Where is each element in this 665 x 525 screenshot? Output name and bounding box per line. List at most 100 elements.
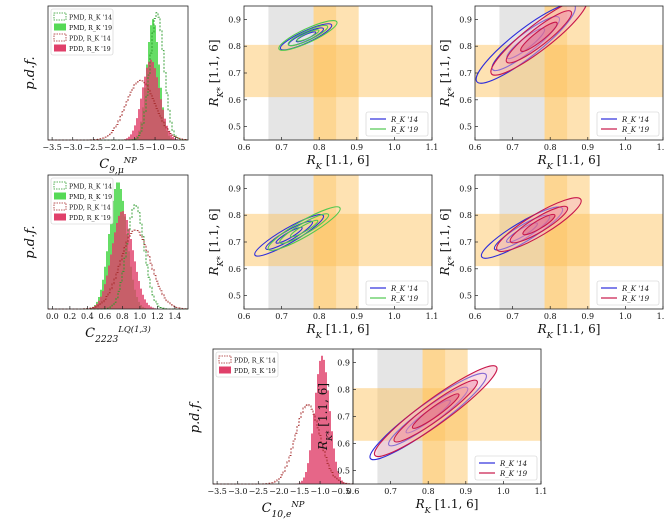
contour-ellipse-19: [296, 29, 320, 42]
axes-frame: [47, 174, 189, 310]
x-axis-label-text: RK [1.1, 6]: [306, 322, 370, 340]
x-axis-label-part: 10,e: [272, 510, 292, 520]
x-tick-label: 1.1: [426, 143, 439, 152]
rks-orange-band: [353, 388, 541, 441]
legend-swatch: [54, 213, 66, 221]
x-tick-label: 0.7: [275, 312, 288, 321]
y-tick-label: 0.6: [228, 265, 241, 274]
legend-label: PMD, R_K '14: [69, 184, 112, 191]
legend-label: R_K '14: [499, 460, 527, 468]
legend-label: R_K '14: [390, 285, 418, 293]
rks-orange-band: [475, 213, 663, 267]
y-axis-label-part: R: [207, 97, 221, 107]
y-tick-label: 0.5: [337, 467, 350, 476]
y-axis-label-part: [1.1, 6]: [316, 383, 330, 431]
histogram-panel: −3.5 −3.0 −2.5 −2.0 −1.5 −1.0 −0.5 p.d.f. C9,μNP…: [23, 5, 189, 176]
legend-box: [474, 455, 538, 481]
x-tick-label: −3.0: [63, 143, 82, 152]
x-tick-label: 1.1: [426, 312, 439, 321]
y-tick-label: 0.5: [459, 292, 472, 301]
x-tick-label: −2.5: [249, 487, 268, 496]
contour-ellipse-19: [373, 365, 498, 458]
y-tick-label: 0.9: [337, 359, 350, 368]
y-axis-label-part: K*: [446, 86, 456, 98]
x-tick-label: 1.1: [535, 487, 548, 496]
plot-area: [475, 175, 663, 309]
histogram-panel: 0.0 0.2 0.4 0.6 0.8 1.0 1.2 1.4 p.d.f. C2223LQ(1,…: [23, 174, 189, 345]
x-tick-label: 0.9: [581, 143, 594, 152]
x-axis-label-part: [1.1, 6]: [322, 322, 370, 336]
legend-swatch: [54, 23, 66, 31]
rk-orange-inner-band: [313, 6, 337, 140]
y-tick-label: 0.6: [337, 440, 350, 449]
x-tick-label: 0.2: [64, 312, 77, 321]
x-tick-label: 0.8: [313, 143, 326, 152]
y-axis-label: RK* [1.1, 6]: [316, 383, 334, 451]
y-tick-label: 0.7: [459, 69, 472, 78]
contour-ellipse-19: [509, 205, 569, 244]
y-axis-label: RK* [1.1, 6]: [438, 208, 456, 276]
y-axis-label-part: K*: [215, 255, 225, 267]
x-tick-label: 0.7: [275, 143, 288, 152]
x-axis-label-part: K: [424, 505, 432, 515]
x-axis-label-part: NP: [123, 155, 137, 165]
legend-label: PMD, R_K '14: [69, 15, 112, 22]
x-tick-label: 0.6: [238, 143, 251, 152]
plot-area: [475, 6, 663, 140]
x-axis-label-part: NP: [290, 499, 304, 509]
legend-label: PDD, R_K '19: [69, 46, 111, 53]
legend-label: PDD, R_K '19: [234, 368, 276, 375]
y-tick-label: 0.7: [337, 413, 350, 422]
x-axis-label-part: R: [537, 322, 547, 336]
y-axis-label-part: K*: [215, 86, 225, 98]
x-tick-label: 1.2: [151, 312, 164, 321]
contour-ellipse-19: [267, 206, 341, 251]
contour-ellipse-14: [480, 206, 564, 259]
histogram-filled-series: [48, 211, 188, 309]
histogram-panel: −3.5 −3.0 −2.5 −2.0 −1.5 −1.0 −0.5 p.d.f. C10,eN…: [188, 348, 354, 520]
contour-ellipse-19: [520, 21, 558, 52]
y-axis-label-text: RK* [1.1, 6]: [207, 208, 225, 276]
x-axis-label-part: R: [415, 497, 425, 511]
x-axis-label-part: K: [546, 161, 554, 171]
legend-swatch: [53, 12, 67, 21]
x-tick-label: −1.5: [290, 487, 309, 496]
y-tick-label: 0.9: [228, 184, 241, 193]
x-axis-label-text: RK [1.1, 6]: [537, 322, 601, 340]
legend-box: [50, 177, 114, 225]
legend-swatch: [54, 44, 66, 52]
x-tick-label: −0.5: [331, 487, 350, 496]
plot-area: [244, 6, 432, 140]
x-tick-label: −2.0: [104, 143, 123, 152]
x-tick-label: −3.5: [207, 487, 226, 496]
contour-panel: 0.60.70.80.91.01.10.50.60.70.80.9RK [1.1…: [438, 174, 665, 340]
contour-ellipse-19: [505, 10, 573, 64]
legend-box: [365, 111, 429, 137]
contour-ellipse-19: [496, 197, 582, 252]
x-tick-label: 0.8: [422, 487, 435, 496]
x-tick-label: −1.0: [145, 143, 164, 152]
y-axis-label: p.d.f.: [23, 225, 38, 258]
y-axis-label-part: [1.1, 6]: [207, 208, 221, 256]
contour-ellipse-14: [475, 6, 576, 84]
y-tick-label: 0.6: [459, 96, 472, 105]
legend-swatch: [219, 366, 231, 374]
y-tick-label: 0.7: [459, 238, 472, 247]
y-tick-label: 0.7: [228, 69, 241, 78]
x-axis-label-part: LQ(1,3): [117, 324, 151, 334]
contour-panel: 0.60.70.80.91.01.10.50.60.70.80.9RK [1.1…: [438, 5, 665, 171]
y-tick-label: 0.8: [228, 42, 241, 51]
x-axis-label-text: RK [1.1, 6]: [415, 497, 479, 515]
legend-box: [365, 280, 429, 306]
rk-orange-band: [544, 6, 590, 140]
x-axis-label: RK [1.1, 6]: [537, 322, 601, 340]
x-axis-label-part: K: [315, 161, 323, 171]
x-axis-label-part: [1.1, 6]: [553, 153, 601, 167]
contour-ellipse-19: [490, 6, 588, 76]
x-tick-label: 0.6: [469, 143, 482, 152]
x-tick-label: 1.0: [619, 143, 632, 152]
x-axis-label-part: R: [306, 322, 316, 336]
y-tick-label: 0.6: [228, 96, 241, 105]
x-axis-label-part: [1.1, 6]: [431, 497, 479, 511]
